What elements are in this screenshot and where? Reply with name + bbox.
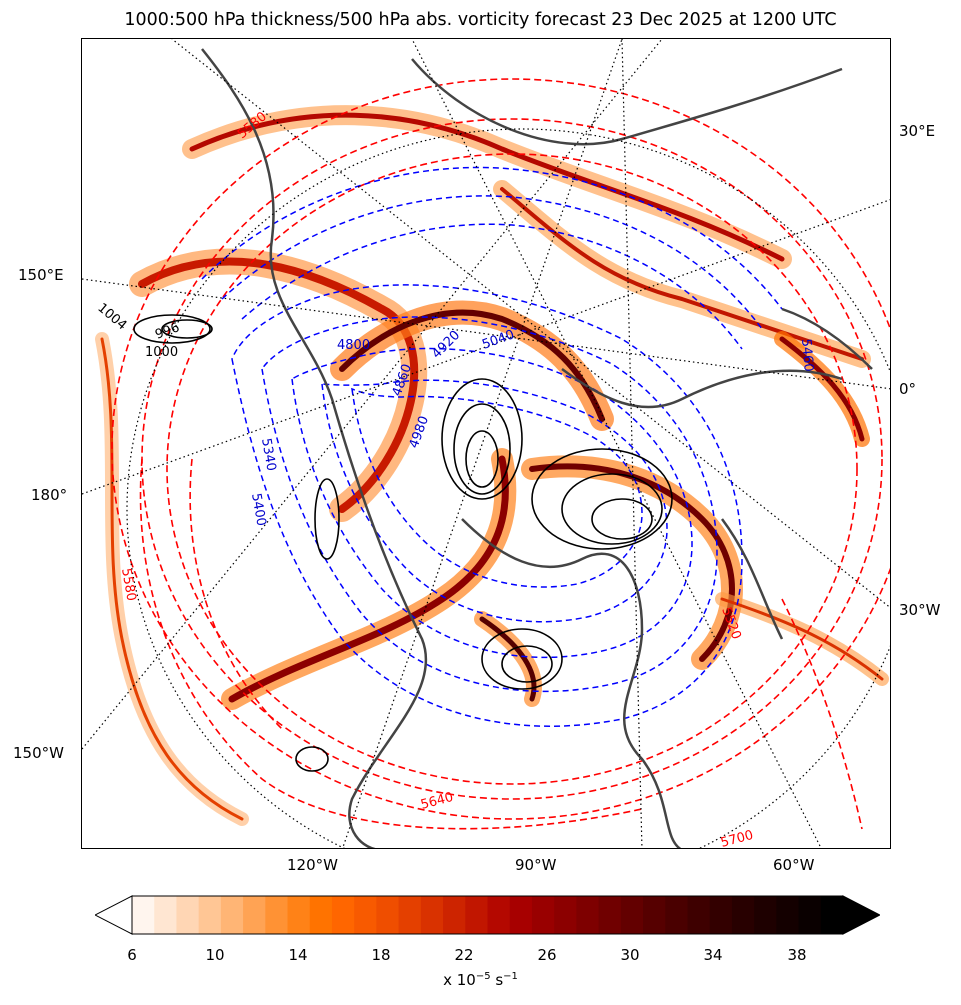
pressure-contours-black	[133, 314, 673, 772]
colorbar-swatch	[376, 896, 400, 934]
colorbar-tick: 14	[288, 946, 308, 964]
colorbar-swatch	[132, 896, 155, 934]
colorbar-min-extend	[95, 895, 133, 935]
pressure-label: 1004	[94, 301, 129, 334]
colorbar-swatch	[443, 896, 466, 934]
map-svg: 5580 5580 5520 5640 5700 4800 4860 4920 …	[82, 39, 890, 849]
colorbar-swatch	[531, 896, 555, 934]
colorbar-swatch	[776, 896, 800, 934]
lon-label-30w: 30°W	[899, 601, 941, 619]
lon-label-180: 180°	[31, 486, 68, 504]
thickness-label: 4920	[429, 328, 463, 362]
thickness-label: 5040	[480, 327, 516, 352]
thickness-label: 5340	[258, 437, 279, 472]
lon-label-120w: 120°W	[287, 856, 338, 874]
colorbar-tick: 26	[537, 946, 557, 964]
thickness-label: 4800	[337, 338, 370, 353]
colorbar-swatch	[465, 896, 488, 934]
coastlines	[201, 48, 873, 848]
thickness-label: 5460	[798, 338, 816, 372]
colorbar-swatch	[220, 896, 244, 934]
pressure-label: 996	[153, 320, 181, 343]
thickness-label: 5640	[419, 790, 455, 813]
lon-label-0: 0°	[899, 380, 917, 398]
colorbar-swatch	[420, 896, 444, 934]
colorbar-swatch	[620, 896, 644, 934]
colorbar-swatch	[820, 896, 844, 934]
colorbar-swatch	[576, 896, 600, 934]
lon-label-90w: 90°W	[515, 856, 557, 874]
colorbar-swatch	[354, 896, 377, 934]
colorbar-tick: 6	[127, 946, 137, 964]
lon-label-30e: 30°E	[899, 122, 936, 140]
colorbar-swatch	[176, 896, 200, 934]
lon-label-150e: 150°E	[18, 266, 64, 284]
map-panel[interactable]: 5580 5580 5520 5640 5700 4800 4860 4920 …	[81, 38, 891, 849]
pressure-label: 1000	[145, 345, 178, 360]
thickness-label: 5580	[118, 567, 139, 602]
colorbar-swatch	[265, 896, 289, 934]
colorbar-swatch	[643, 896, 666, 934]
colorbar-units: x 10−5 s−1	[443, 971, 518, 989]
colorbar-tick: 30	[620, 946, 640, 964]
colorbar-swatch	[243, 896, 266, 934]
colorbar-swatch	[754, 896, 777, 934]
colorbar-swatch	[309, 896, 333, 934]
colorbar-swatch	[331, 896, 355, 934]
colorbar-tick: 22	[454, 946, 474, 964]
chart-title: 1000:500 hPa thickness/500 hPa abs. vort…	[124, 10, 837, 30]
colorbar-swatch	[798, 896, 822, 934]
colorbar-max-extend	[842, 895, 880, 935]
colorbar-swatch	[554, 896, 577, 934]
colorbar-swatches	[132, 896, 844, 934]
colorbar	[95, 895, 880, 935]
colorbar-swatch	[398, 896, 422, 934]
lon-label-60w: 60°W	[773, 856, 815, 874]
colorbar-swatch	[687, 896, 711, 934]
colorbar-swatch	[287, 896, 311, 934]
graticule	[82, 39, 890, 848]
colorbar-swatch	[509, 896, 533, 934]
lon-label-150w: 150°W	[13, 744, 64, 762]
colorbar-tick: 10	[205, 946, 225, 964]
colorbar-swatch	[731, 896, 755, 934]
colorbar-swatch	[709, 896, 733, 934]
colorbar-swatch	[154, 896, 177, 934]
colorbar-tick: 38	[787, 946, 807, 964]
vorticity-shading	[95, 105, 889, 826]
thickness-label: 5400	[248, 492, 269, 527]
thickness-contours-red	[111, 78, 890, 830]
colorbar-tick: 34	[703, 946, 723, 964]
colorbar-tick: 18	[371, 946, 391, 964]
colorbar-swatch	[198, 896, 222, 934]
colorbar-swatch	[487, 896, 511, 934]
colorbar-swatch	[598, 896, 622, 934]
thickness-label: 5700	[719, 828, 755, 849]
colorbar-swatch	[665, 896, 688, 934]
thickness-contours-blue	[201, 166, 783, 727]
